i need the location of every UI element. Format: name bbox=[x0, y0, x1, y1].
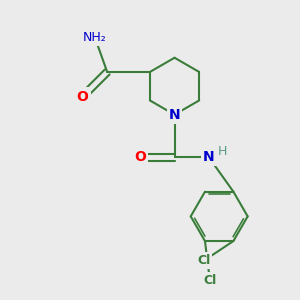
Text: O: O bbox=[134, 150, 146, 164]
Text: Cl: Cl bbox=[197, 254, 211, 267]
Text: N: N bbox=[169, 108, 180, 122]
Text: O: O bbox=[77, 89, 88, 103]
Text: N: N bbox=[203, 150, 215, 164]
Text: Cl: Cl bbox=[203, 274, 217, 287]
Text: H: H bbox=[218, 145, 227, 158]
Text: NH₂: NH₂ bbox=[83, 31, 107, 44]
